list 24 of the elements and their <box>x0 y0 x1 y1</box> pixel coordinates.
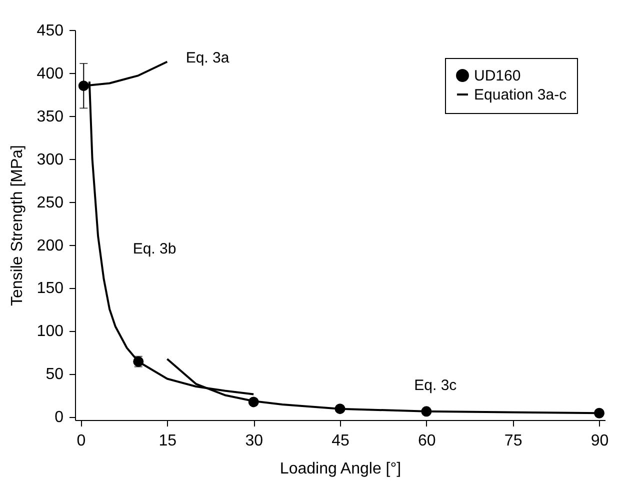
y-tick-label: 50 <box>46 366 64 384</box>
y-tick-label: 450 <box>36 22 64 40</box>
y-tick-label: 0 <box>54 409 64 426</box>
x-tick-label: 90 <box>590 432 609 450</box>
y-tick-label: 350 <box>36 108 64 126</box>
y-tick-label: 200 <box>36 237 64 254</box>
y-tick-label: 300 <box>36 151 64 168</box>
legend-label: Equation 3a-c <box>474 86 568 104</box>
x-tick-label: 0 <box>76 432 86 450</box>
annotation: Eq. 3b <box>132 240 176 258</box>
y-tick-label: 150 <box>36 280 64 298</box>
annotation: Eq. 3c <box>414 376 458 394</box>
x-axis-title: Loading Angle [°] <box>280 460 402 478</box>
x-tick-label: 30 <box>245 432 264 450</box>
annotation: Eq. 3a <box>186 49 230 66</box>
y-axis-title: Tensile Strength [MPa] <box>8 145 26 306</box>
x-tick-label: 45 <box>332 432 350 450</box>
x-tick-label: 15 <box>158 432 177 450</box>
y-tick-label: 250 <box>36 194 64 212</box>
x-tick-label: 75 <box>504 432 522 450</box>
x-tick-label: 60 <box>418 432 436 450</box>
y-tick-label: 100 <box>36 323 64 340</box>
y-tick-label: 400 <box>36 65 64 82</box>
legend-label: UD160 <box>474 68 521 84</box>
